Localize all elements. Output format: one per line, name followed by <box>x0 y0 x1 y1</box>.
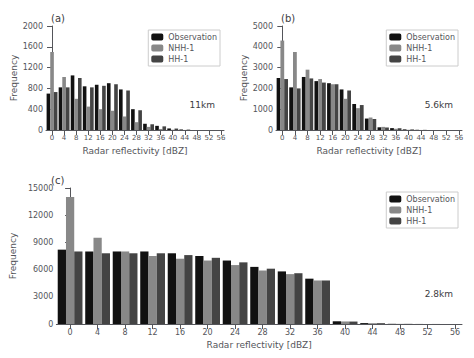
svg-text:11km: 11km <box>190 100 215 110</box>
svg-text:Radar reflectivity [dBZ]: Radar reflectivity [dBZ] <box>82 146 187 156</box>
svg-text:Frequency: Frequency <box>239 54 249 101</box>
svg-text:4: 4 <box>293 134 298 142</box>
svg-text:12000: 12000 <box>28 211 53 220</box>
svg-text:12: 12 <box>316 134 325 142</box>
svg-text:Radar reflectivity [dBZ]: Radar reflectivity [dBZ] <box>207 340 312 350</box>
svg-text:44: 44 <box>417 134 426 142</box>
svg-text:Radar reflectivity [dBZ]: Radar reflectivity [dBZ] <box>316 146 421 156</box>
svg-text:0: 0 <box>280 134 284 142</box>
svg-text:NHH-1: NHH-1 <box>168 44 194 53</box>
svg-text:56: 56 <box>217 134 226 142</box>
svg-text:NHH-1: NHH-1 <box>406 44 432 53</box>
svg-text:40: 40 <box>168 134 177 142</box>
svg-text:0: 0 <box>50 134 54 142</box>
svg-text:5.6km: 5.6km <box>425 100 453 110</box>
svg-text:3000: 3000 <box>253 63 273 72</box>
svg-text:48: 48 <box>395 328 405 337</box>
svg-text:44: 44 <box>368 328 378 337</box>
svg-text:9000: 9000 <box>33 238 53 247</box>
svg-text:16: 16 <box>328 134 337 142</box>
svg-text:0: 0 <box>48 320 53 329</box>
svg-text:36: 36 <box>391 134 400 142</box>
svg-text:28: 28 <box>132 134 141 142</box>
svg-text:8: 8 <box>305 134 309 142</box>
svg-text:1000: 1000 <box>253 105 273 114</box>
svg-text:40: 40 <box>404 134 413 142</box>
svg-text:48: 48 <box>429 134 438 142</box>
svg-text:2.8km: 2.8km <box>425 289 453 299</box>
svg-text:6000: 6000 <box>33 265 53 274</box>
svg-text:24: 24 <box>120 134 129 142</box>
svg-text:44: 44 <box>180 134 189 142</box>
svg-text:32: 32 <box>285 328 295 337</box>
svg-text:20: 20 <box>203 328 213 337</box>
svg-text:0: 0 <box>38 126 43 135</box>
svg-text:HH-1: HH-1 <box>406 55 426 64</box>
svg-text:52: 52 <box>204 134 213 142</box>
svg-text:0: 0 <box>68 328 73 337</box>
svg-text:Frequency: Frequency <box>8 232 18 279</box>
svg-text:1600: 1600 <box>23 42 43 51</box>
svg-text:(c): (c) <box>51 175 64 186</box>
svg-text:3000: 3000 <box>33 292 53 301</box>
svg-text:52: 52 <box>442 134 451 142</box>
svg-text:Observation: Observation <box>406 195 455 204</box>
svg-text:16: 16 <box>96 134 105 142</box>
svg-text:24: 24 <box>354 134 363 142</box>
svg-text:(b): (b) <box>281 13 295 24</box>
svg-text:4000: 4000 <box>253 42 273 51</box>
svg-text:56: 56 <box>450 328 460 337</box>
svg-text:2000: 2000 <box>253 84 273 93</box>
svg-text:HH-1: HH-1 <box>168 55 188 64</box>
svg-text:400: 400 <box>28 105 43 114</box>
svg-text:Observation: Observation <box>168 33 217 42</box>
svg-text:Frequency: Frequency <box>9 54 19 101</box>
svg-text:48: 48 <box>192 134 201 142</box>
svg-text:2000: 2000 <box>23 22 43 31</box>
svg-text:4: 4 <box>95 328 100 337</box>
svg-text:HH-1: HH-1 <box>406 217 426 226</box>
svg-text:0: 0 <box>268 126 273 135</box>
svg-text:36: 36 <box>156 134 165 142</box>
svg-text:20: 20 <box>341 134 350 142</box>
svg-text:5000: 5000 <box>253 22 273 31</box>
svg-text:8: 8 <box>123 328 128 337</box>
svg-text:NHH-1: NHH-1 <box>406 206 432 215</box>
svg-text:36: 36 <box>313 328 323 337</box>
svg-text:52: 52 <box>423 328 433 337</box>
svg-text:20: 20 <box>108 134 117 142</box>
svg-text:12: 12 <box>84 134 93 142</box>
svg-text:56: 56 <box>454 134 463 142</box>
svg-text:8: 8 <box>74 134 78 142</box>
svg-text:Observation: Observation <box>406 33 455 42</box>
svg-text:32: 32 <box>144 134 153 142</box>
svg-text:28: 28 <box>366 134 375 142</box>
svg-text:1200: 1200 <box>23 63 43 72</box>
svg-text:(a): (a) <box>51 13 65 24</box>
svg-text:28: 28 <box>258 328 268 337</box>
svg-text:4: 4 <box>62 134 67 142</box>
svg-text:16: 16 <box>175 328 185 337</box>
svg-text:12: 12 <box>148 328 158 337</box>
svg-text:800: 800 <box>28 84 43 93</box>
svg-text:15000: 15000 <box>28 184 53 193</box>
svg-text:32: 32 <box>379 134 388 142</box>
svg-text:24: 24 <box>230 328 240 337</box>
svg-text:40: 40 <box>340 328 350 337</box>
